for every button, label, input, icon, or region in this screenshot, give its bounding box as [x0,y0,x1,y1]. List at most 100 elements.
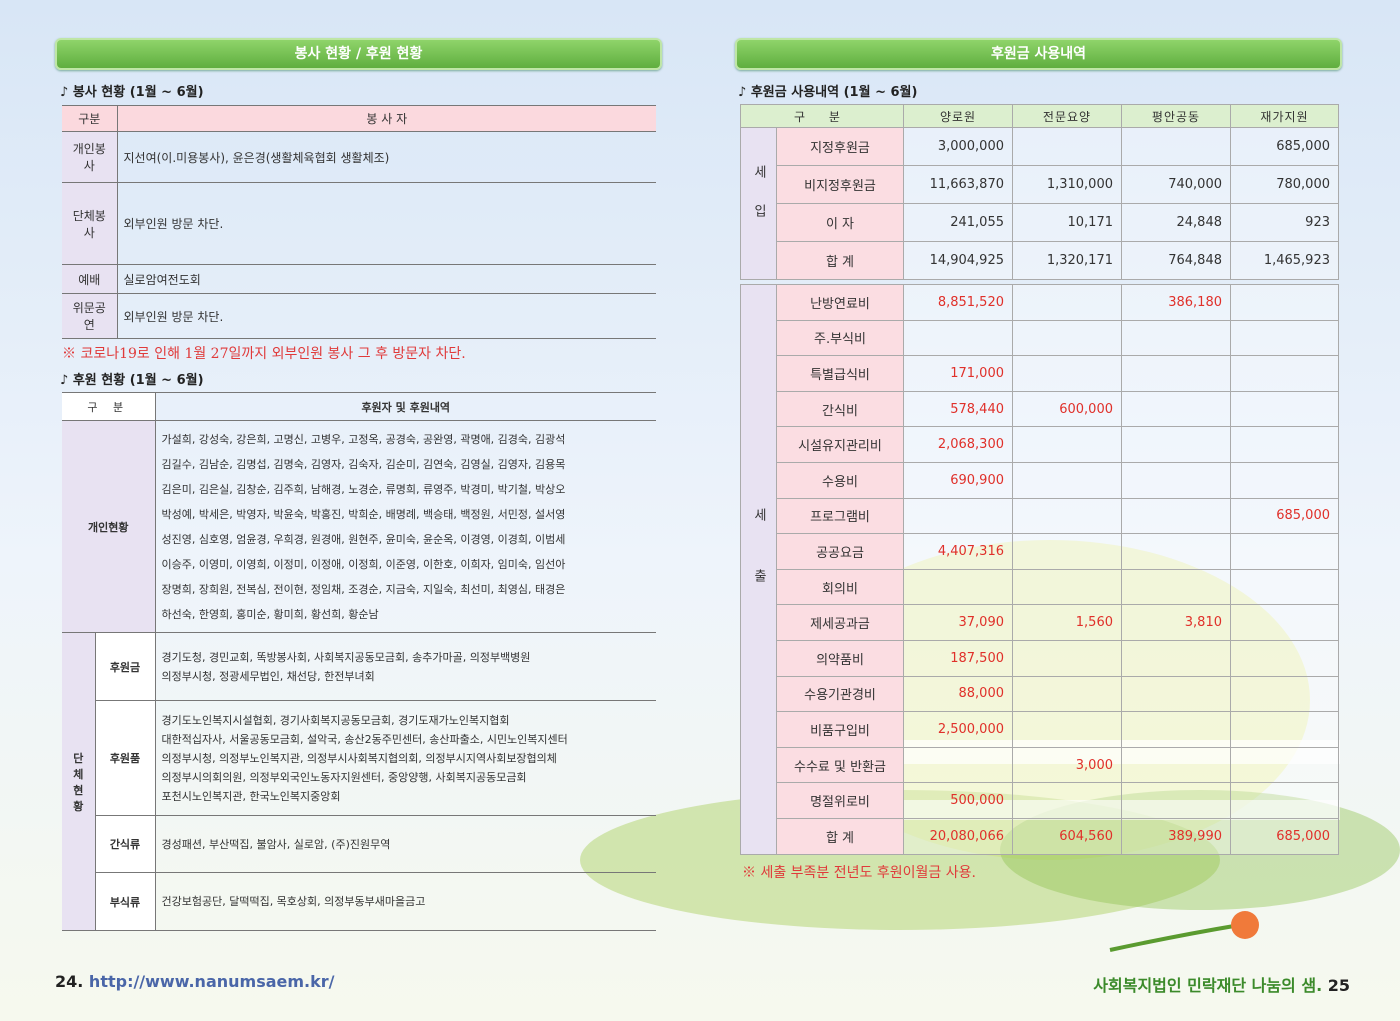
row: 수용기관경비 88,000 [741,675,1339,713]
value-cell [1121,426,1231,463]
row-label: 개인봉사 [62,131,118,183]
row: 수용비 690,900 [741,461,1339,499]
value-cell [1230,533,1339,570]
value-cell [1121,675,1231,713]
value-cell [1012,319,1122,357]
value-cell [1230,390,1339,428]
row-label: 명절위로비 [776,782,904,819]
row-label: 수수료 및 반환금 [776,746,904,784]
row-text: 외부인원 방문 차단. [117,182,656,265]
row: 개인봉사 지선여(이.미용봉사), 윤은경(생활체육협회 생활체조) [62,131,656,183]
header-bar: 봉사 현황 / 후원 현황 [55,38,662,70]
names-cell: 가설희, 강성숙, 강은희, 고명신, 고병우, 고정옥, 공경숙, 공완영, … [155,420,656,633]
text-line: 경기도노인복지시설협회, 경기사회복지공동모금회, 경기도재가노인복지협회 [161,713,510,727]
page-number: 24. [55,972,84,991]
row: 시설유지관리비 2,068,300 [741,426,1339,463]
value-cell: 578,440 [903,390,1013,428]
value-cell [1230,746,1339,784]
value-cell [903,568,1013,606]
value-cell: 386,180 [1121,284,1231,321]
value-cell [1012,533,1122,570]
row-label: 제세공과금 [776,604,904,641]
row-label: 난방연료비 [776,284,904,321]
section-title: ♪ 후원금 사용내역 (1월 ~ 6월) [738,85,918,100]
value-cell: 8,851,520 [903,284,1013,321]
row: 프로그램비 685,000 [741,497,1339,535]
value-cell [1230,461,1339,499]
value-cell [1230,782,1339,819]
header-cell: 양로원 [903,104,1013,128]
value-cell: 3,000,000 [903,127,1013,166]
value-cell: 88,000 [903,675,1013,713]
row-label: 부식류 [95,872,156,931]
page-number: 25 [1327,976,1350,995]
row-label: 특별급식비 [776,355,904,392]
value-cell: 764,848 [1121,241,1231,280]
row: 간식비 578,440 600,000 [741,390,1339,428]
value-cell [1012,127,1122,166]
magazine-name: 사회복지법인 민락재단 나눔의 샘. [1093,976,1323,995]
row-label: 수용비 [776,461,904,499]
row: 합 계 14,904,925 1,320,171 764,848 1,465,923 [741,241,1339,280]
value-cell: 37,090 [903,604,1013,641]
row-text: 경기도청, 경민교회, 똑방봉사회, 사회복지공동모금회, 송추가마골, 의정부… [155,632,656,701]
value-cell [1230,355,1339,392]
value-cell: 14,904,925 [903,241,1013,280]
value-cell: 685,000 [1230,817,1339,855]
value-cell: 241,055 [903,203,1013,242]
row: 부식류 건강보험공단, 달떡떡집, 목호상회, 의정부동부새마을금고 [62,872,656,931]
value-cell: 3,810 [1121,604,1231,641]
row: 세출 난방연료비 8,851,520 386,180 [740,284,1339,855]
row: 개인현황 가설희, 강성숙, 강은희, 고명신, 고병우, 고정옥, 공경숙, 공… [62,420,656,633]
value-cell: 171,000 [903,355,1013,392]
value-cell [1012,782,1122,819]
row-label: 회의비 [776,568,904,606]
value-cell [1230,604,1339,641]
value-cell: 604,560 [1012,817,1122,855]
value-cell [1012,426,1122,463]
header-cell: 구분 [62,105,118,132]
row: 단체봉사 외부인원 방문 차단. [62,182,656,265]
header-bar: 후원금 사용내역 [735,38,1342,70]
value-cell: 4,407,316 [903,533,1013,570]
section-title: ♪ 봉사 현황 (1월 ~ 6월) [60,85,204,100]
value-cell [1121,639,1231,677]
header-cell: 평안공동 [1121,104,1231,128]
value-cell [1012,461,1122,499]
row-label: 단체봉사 [62,182,118,265]
header-cell: 재가지원 [1230,104,1339,128]
value-cell [1012,675,1122,713]
value-cell [1230,711,1339,748]
row: 수수료 및 반환금 3,000 [741,746,1339,784]
names-line: 장명희, 장희원, 전복심, 전이현, 정임채, 조경순, 지금숙, 지일숙, … [161,582,566,596]
row-text: 건강보험공단, 달떡떡집, 목호상회, 의정부동부새마을금고 [155,872,656,931]
text-line: 경성패션, 부산떡집, 불암사, 실로암, (주)진원무역 [161,837,391,851]
row-label: 예배 [62,264,118,294]
row-label: 주.부식비 [776,319,904,357]
section-title: ♪ 후원 현황 (1월 ~ 6월) [60,373,204,388]
row-label: 후원품 [95,700,156,816]
row-label: 공공요금 [776,533,904,570]
value-cell [1121,782,1231,819]
expense-table: 세출 난방연료비 8,851,520 386,180 주.부식비 특별급식비 171,000… [740,284,1339,855]
row-label: 비품구입비 [776,711,904,748]
value-cell: 187,500 [903,639,1013,677]
value-cell [1230,319,1339,357]
value-cell: 1,310,000 [1012,165,1122,204]
row: 예배 실로암여전도회 [62,264,656,294]
value-cell: 600,000 [1012,390,1122,428]
value-cell [1121,568,1231,606]
text-line: 의정부시청, 의정부노인복지관, 의정부시사회복지협의회, 의정부시지역사회보장… [161,751,557,765]
note: ※ 세출 부족분 전년도 후원이월금 사용. [742,865,976,881]
row-label: 간식비 [776,390,904,428]
url: http://www.nanumsaem.kr/ [88,972,335,991]
value-cell: 10,171 [1012,203,1122,242]
value-cell [903,497,1013,535]
value-cell: 685,000 [1230,497,1339,535]
row-text: 실로암여전도회 [117,264,656,294]
row: 의약품비 187,500 [741,639,1339,677]
names-line: 김길수, 김남순, 김명섭, 김명숙, 김영자, 김숙자, 김순미, 김연숙, … [161,457,566,471]
value-cell: 2,500,000 [903,711,1013,748]
value-cell [1121,127,1231,166]
